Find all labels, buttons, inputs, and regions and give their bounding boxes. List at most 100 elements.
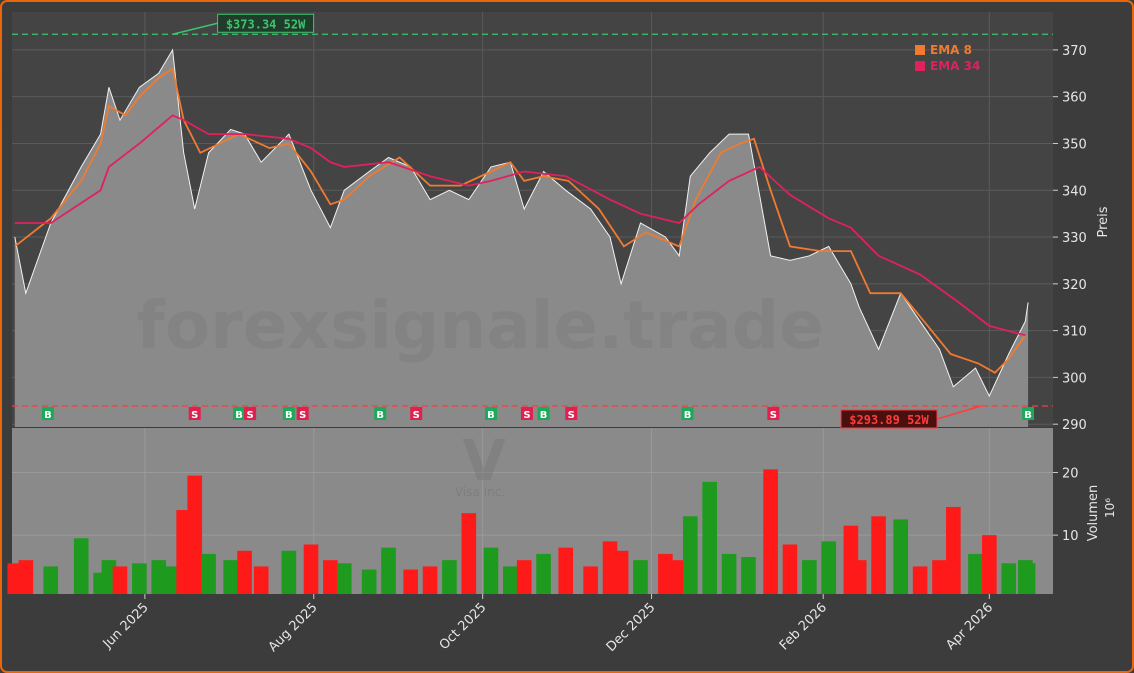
y-tick-label: 340 [1062,184,1087,199]
signal-label: S [299,410,306,421]
signal-marker [565,407,578,420]
y-tick-label: 350 [1062,137,1087,152]
volume-bar [503,566,518,594]
volume-bar [151,560,167,594]
legend-label: EMA 34 [930,59,980,73]
signal-marker [520,407,533,420]
signal-label: S [568,410,575,421]
volume-bar [671,560,687,594]
signal-marker [484,407,497,420]
volume-bar [422,566,438,594]
legend-swatch [915,61,925,71]
signal-marker [1022,407,1035,420]
y2-axis-label: Volumen [1086,485,1101,542]
volume-bar [237,550,252,594]
volume-bar [602,541,618,594]
volume-bar [893,519,909,594]
y-axis-label: Preis [1096,206,1111,237]
signal-marker [296,407,309,420]
y-tick-label: 360 [1062,91,1087,106]
volume-bar [7,563,23,594]
y-tick-label: 330 [1062,231,1087,246]
volume-bar [1020,563,1036,594]
volume-bar [381,547,396,594]
annotation-arrow [936,405,982,420]
annotation-box [217,13,315,33]
volume-bar [101,560,117,594]
volume-bar [558,547,574,594]
volume-bar [223,560,239,594]
logo: V [462,429,506,494]
volume-bar [176,510,191,594]
volume-bar [461,513,477,594]
volume-bar [323,560,338,594]
volume-bar [583,566,598,594]
volume-bar [165,566,180,594]
volume-bar [281,550,297,594]
legend-label: EMA 8 [930,43,972,57]
volume-bar [871,516,886,594]
volume-bar [253,566,269,594]
volume-bar [946,506,961,594]
volume-bar [912,566,928,594]
volume-bar [741,557,756,594]
y-tick-label: 300 [1062,371,1087,386]
volume-bar [1001,563,1017,594]
y-tick-label: 370 [1062,44,1087,59]
signal-marker [681,407,694,420]
volume-bar [132,563,147,594]
signal-label: B [376,410,384,421]
volume-bar [932,560,947,594]
volume-bar [303,544,319,594]
volume-bar [851,560,867,594]
volume-bar [721,553,737,594]
signal-marker [767,407,780,420]
signal-label: B [235,410,243,421]
volume-bar [336,563,352,594]
volume-bar [18,560,34,594]
signal-label: B [285,410,293,421]
signal-label: B [1024,410,1032,421]
volume-bar [442,560,457,594]
volume-bar [73,538,89,594]
annotation-arrow [172,22,218,35]
volume-bar [683,516,698,594]
volume-bar [536,553,551,594]
y-tick-label: 310 [1062,325,1087,340]
signal-label: S [246,410,253,421]
price-area [14,49,1029,428]
signal-label: S [191,410,198,421]
legend-swatch [915,45,925,55]
signal-label: B [44,410,52,421]
ema-line [14,114,1026,337]
volume-bar [782,544,798,594]
volume-bar [361,569,377,594]
volume-bar [201,553,216,594]
y2-tick-label: 20 [1062,466,1079,481]
signal-marker [188,407,201,420]
volume-bar [702,481,717,594]
signal-marker [410,407,423,420]
signal-label: B [684,410,692,421]
y2-tick-label: 10 [1062,529,1079,544]
volume-bar [968,553,983,594]
volume-bar [821,541,837,594]
volume-bar [403,569,418,594]
signal-marker [282,407,295,420]
volume-bar [112,566,128,594]
annotation-label: $373.34 52W [226,17,306,31]
volume-bar [483,547,499,594]
signal-marker [41,407,54,420]
volume-bar [516,560,532,594]
watermark: forexsignale.trade [136,287,824,364]
signal-marker [244,407,257,420]
company: Visa Inc. [455,485,505,499]
volume-bar [43,566,59,594]
ema-line [14,67,1027,374]
volume-bar [658,553,673,594]
signal-label: S [770,410,777,421]
volume-bar [613,550,629,594]
volume-bar [763,469,778,594]
annotation-label: $293.89 52W [849,413,929,427]
signal-label: S [413,410,420,421]
